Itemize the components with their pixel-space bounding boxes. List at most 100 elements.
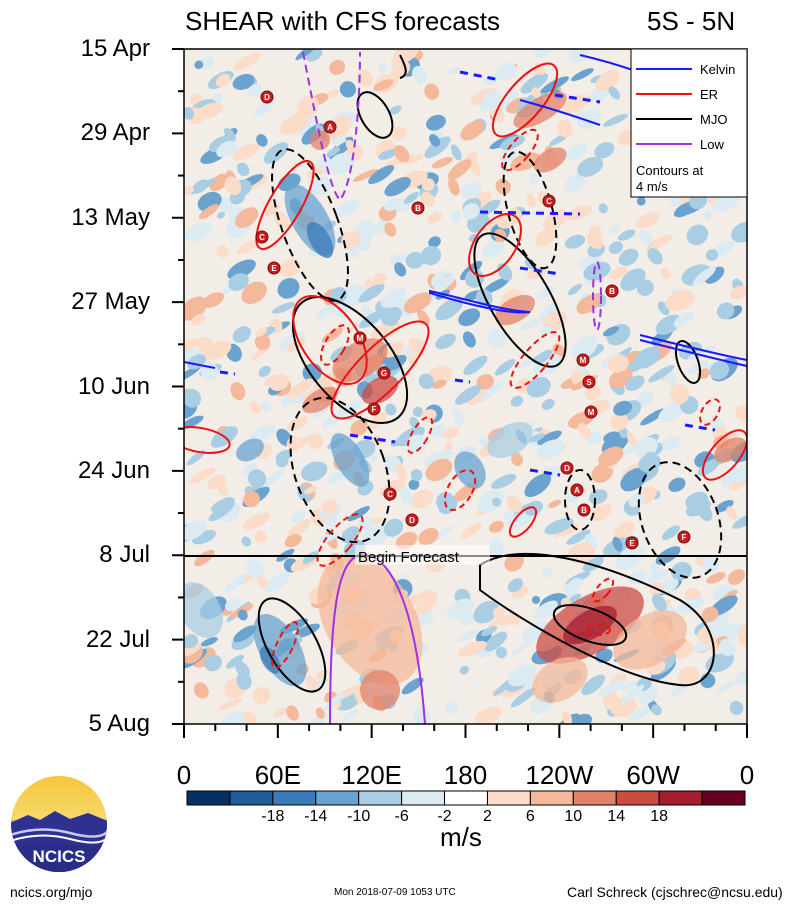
heat-cell [463, 355, 488, 376]
heat-cell [570, 68, 594, 82]
heat-cell [186, 450, 206, 466]
heat-cell [678, 666, 700, 687]
heat-cell [647, 248, 663, 265]
colorbar-swatch [358, 790, 403, 806]
heat-anomaly [360, 670, 400, 710]
storm-label: B [581, 506, 587, 515]
heat-cell [726, 506, 737, 520]
heat-cell [531, 87, 541, 99]
heat-cell [638, 453, 662, 473]
heat-cell [304, 486, 318, 495]
heat-cell [224, 176, 242, 196]
chart-title: SHEAR with CFS forecasts [185, 6, 500, 36]
storm-icon [377, 366, 391, 380]
heat-cell [524, 473, 552, 498]
heat-cell [651, 704, 662, 716]
heat-cell [500, 135, 525, 150]
heat-cell [732, 511, 747, 529]
heat-anomaly [310, 130, 330, 150]
heat-cell [473, 600, 499, 624]
heat-cell [424, 136, 451, 159]
storm-label: F [682, 533, 687, 542]
heat-cell [189, 177, 217, 195]
heat-cell [729, 700, 744, 715]
heat-cell [302, 551, 319, 565]
storm-icon [677, 530, 691, 544]
colorbar-swatch [529, 790, 574, 806]
heat-cell [217, 211, 225, 219]
heat-cell [189, 467, 216, 484]
x-tick-label: 120E [341, 760, 403, 790]
heat-cell [225, 598, 241, 612]
heat-cell [393, 49, 420, 65]
heat-cell [384, 177, 411, 197]
heat-cell [202, 292, 225, 308]
heat-cell [511, 639, 533, 656]
heat-cell [293, 623, 320, 638]
heat-cell [564, 234, 586, 249]
heat-cell [383, 518, 404, 537]
heat-cell [540, 325, 552, 336]
heat-cell [365, 278, 375, 289]
heat-cell [401, 677, 424, 695]
heat-cell [241, 281, 267, 305]
heat-cell [635, 212, 660, 229]
heat-cell [541, 567, 552, 578]
heat-cell [241, 462, 258, 477]
heat-anomaly [533, 147, 567, 173]
heat-cell [647, 569, 668, 583]
heat-cell [616, 545, 645, 570]
heat-cell [329, 59, 346, 76]
heat-cell [447, 159, 472, 180]
heat-cell [608, 241, 623, 255]
heat-cell [687, 360, 709, 374]
heat-cell [211, 497, 235, 513]
heat-cell [509, 207, 522, 221]
colorbar-swatch [658, 790, 703, 806]
colorbar-swatch [186, 790, 231, 806]
heat-cell [507, 664, 537, 687]
heat-cell [566, 529, 591, 545]
storm-icon [584, 405, 598, 419]
heat-cell [544, 518, 574, 535]
heat-cell [458, 308, 481, 327]
heat-cell [341, 709, 359, 723]
heat-cell [640, 408, 666, 426]
heat-cell [495, 646, 507, 659]
colorbar-swatch [229, 790, 274, 806]
heat-cell [618, 248, 639, 266]
heat-cell [260, 401, 272, 413]
heat-cell [645, 234, 673, 251]
heat-anomaly [306, 221, 334, 259]
heat-cell [709, 618, 730, 638]
heat-cell [502, 510, 515, 520]
heat-cell [447, 66, 461, 75]
colorbar-swatch [401, 790, 446, 806]
heat-cell [372, 272, 387, 285]
heat-cell [610, 412, 629, 431]
heat-cell [672, 386, 684, 405]
heat-cell [248, 424, 277, 443]
heat-cell [216, 140, 238, 158]
heat-cell [528, 173, 540, 184]
heat-cell [603, 431, 620, 443]
heat-cell [233, 625, 257, 643]
x-tick-label: 0 [176, 760, 192, 790]
x-tick-label: 120W [525, 760, 594, 790]
heat-cell [492, 497, 501, 507]
heat-cell [687, 345, 716, 361]
storm-label: E [271, 264, 277, 273]
heat-cell [396, 426, 425, 447]
heat-cell [716, 302, 735, 320]
heat-cell [357, 236, 371, 252]
heat-cell [334, 199, 360, 217]
heat-cell [715, 500, 734, 513]
heat-cell [496, 62, 517, 81]
heat-cell [511, 452, 523, 467]
heat-cell [444, 441, 453, 451]
heat-cell [452, 409, 465, 426]
heat-cell [457, 641, 488, 657]
heat-cell [436, 492, 455, 511]
forecast-label: Begin Forecast [358, 549, 460, 566]
logo-text: NCICS [33, 847, 86, 866]
